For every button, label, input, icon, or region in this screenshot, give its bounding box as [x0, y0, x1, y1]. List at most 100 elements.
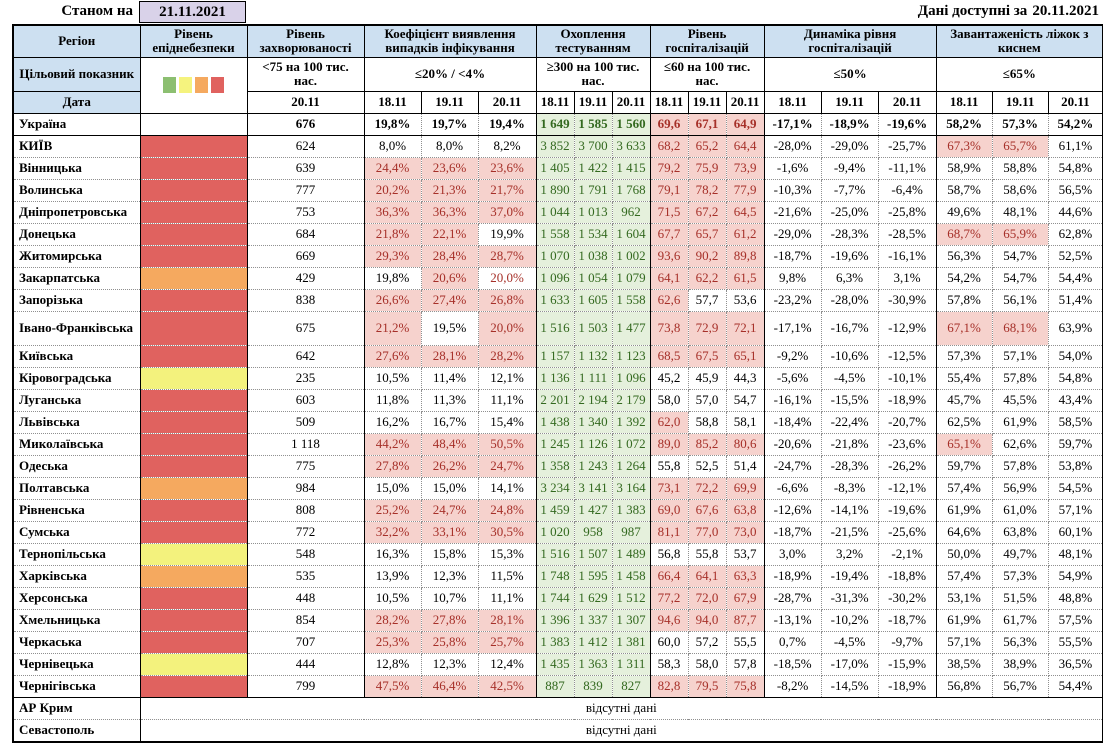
region-name-cell: Севастополь: [13, 718, 141, 742]
dynamics-cell: -14,1%: [820, 498, 879, 522]
detection-cell: 16,2%: [363, 410, 422, 434]
detection-cell: 15,4%: [477, 410, 537, 434]
dynamics-cell: -17,1%: [763, 310, 822, 346]
epidemic-level-cell: [139, 586, 248, 610]
epidemic-level-cell: [139, 310, 248, 346]
region-name-cell: Київська: [13, 344, 141, 368]
testing-cell: 1 383: [611, 498, 651, 522]
testing-cell: 1 459: [535, 498, 575, 522]
testing-cell: 1 358: [535, 454, 575, 478]
region-row: Сумська 772 32,2% 33,1% 30,5% 1 020 958 987 81,1…: [13, 520, 1103, 544]
detection-cell: 20,0%: [477, 310, 537, 346]
hospital-cell: 69,9: [725, 476, 765, 500]
hospital-cell: 57,7: [687, 288, 727, 312]
hospital-cell: 62,6: [649, 288, 689, 312]
oxygen-cell: 57,8%: [991, 366, 1049, 390]
detection-cell: 19,8%: [363, 112, 422, 136]
hospital-cell: 55,5: [725, 630, 765, 654]
region-name-cell: Волинська: [13, 178, 141, 202]
target-hospitalization: ≤60 на 100 тис. нас.: [649, 56, 765, 92]
detection-cell: 19,5%: [420, 310, 479, 346]
region-name-cell: Хмельницька: [13, 608, 141, 632]
hospital-cell: 57,2: [687, 630, 727, 654]
hospital-cell: 53,7: [725, 542, 765, 566]
group-hospitalization-dynamics: Динаміка рівня госпіталізацій: [763, 24, 937, 58]
target-incidence: <75 на 100 тис. нас.: [246, 56, 365, 92]
testing-cell: 1 340: [573, 410, 613, 434]
hospital-cell: 51,4: [725, 454, 765, 478]
region-row: Одеська 775 27,8% 26,2% 24,7% 1 358 1 243 1 264…: [13, 454, 1103, 478]
testing-cell: 1 791: [573, 178, 613, 202]
oxygen-cell: 44,6%: [1047, 200, 1103, 224]
testing-cell: 2 179: [611, 388, 651, 412]
hospital-cell: 55,8: [649, 454, 689, 478]
oxygen-cell: 61,1%: [1047, 134, 1103, 158]
testing-cell: 1 044: [535, 200, 575, 224]
oxygen-cell: 54,5%: [1047, 476, 1103, 500]
detection-cell: 15,3%: [477, 542, 537, 566]
incidence-cell: 775: [246, 454, 365, 478]
testing-cell: 1 633: [535, 288, 575, 312]
hospital-cell: 52,5: [687, 454, 727, 478]
region-row: Рівненська 808 25,2% 24,7% 24,8% 1 459 1 427 1 …: [13, 498, 1103, 522]
incidence-cell: 448: [246, 586, 365, 610]
header-target-row: Цільовий показник <75 на 100 тис. нас. ≤…: [12, 56, 1103, 114]
detection-cell: 21,7%: [477, 178, 537, 202]
dynamics-cell: -18,9%: [877, 674, 937, 698]
incidence-cell: 429: [246, 266, 365, 290]
dynamics-cell: -18,9%: [877, 388, 937, 412]
date-cell: 19.11: [687, 90, 727, 114]
oxygen-cell: 50,0%: [935, 542, 993, 566]
detection-cell: 24,4%: [363, 156, 422, 180]
legend-orange-square: [195, 77, 208, 93]
detection-cell: 25,3%: [363, 630, 422, 654]
region-name-cell: Полтавська: [13, 476, 141, 500]
region-name-cell: Україна: [13, 112, 141, 136]
date-cell: 19.11: [991, 90, 1049, 114]
hospital-cell: 63,8: [725, 498, 765, 522]
testing-cell: 1 768: [611, 178, 651, 202]
region-name-cell: Черкаська: [13, 630, 141, 654]
dynamics-cell: -18,7%: [763, 520, 822, 544]
oxygen-cell: 43,4%: [1047, 388, 1103, 412]
hospital-cell: 45,9: [687, 366, 727, 390]
testing-cell: 1 558: [535, 222, 575, 246]
table-body: Україна 676 19,8% 19,7% 19,4% 1 649 1 585 1 560…: [13, 112, 1103, 742]
region-row: Івано-Франківська 675 21,2% 19,5% 20,0% 1 516…: [13, 310, 1103, 346]
incidence-cell: 639: [246, 156, 365, 180]
testing-cell: 1 435: [535, 652, 575, 676]
hospital-cell: 73,1: [649, 476, 689, 500]
epidemic-level-cell: [139, 498, 248, 522]
testing-cell: 1 604: [611, 222, 651, 246]
testing-cell: 1 072: [611, 432, 651, 456]
detection-cell: 16,3%: [363, 542, 422, 566]
region-name-cell: Рівненська: [13, 498, 141, 522]
hospital-cell: 72,1: [725, 310, 765, 346]
dynamics-cell: -23,2%: [763, 288, 822, 312]
oxygen-cell: 57,5%: [1047, 608, 1103, 632]
target-detection: ≤20% / <4%: [363, 56, 537, 92]
oxygen-cell: 54,7%: [991, 244, 1049, 268]
oxygen-cell: 58,5%: [1047, 410, 1103, 434]
region-name-cell: Харківська: [13, 564, 141, 588]
oxygen-cell: 56,1%: [991, 288, 1049, 312]
hospital-cell: 73,0: [725, 520, 765, 544]
testing-cell: 3 852: [535, 134, 575, 158]
dynamics-cell: -19,6%: [820, 244, 879, 268]
region-row: Житомирська 669 29,3% 28,4% 28,7% 1 070 1 038 1…: [13, 244, 1103, 268]
detection-cell: 15,0%: [363, 476, 422, 500]
detection-cell: 27,8%: [420, 608, 479, 632]
dynamics-cell: -28,3%: [820, 222, 879, 246]
incidence-cell: 535: [246, 564, 365, 588]
testing-cell: 3 633: [611, 134, 651, 158]
hospital-cell: 61,2: [725, 222, 765, 246]
epidemic-level-cell: [139, 134, 248, 158]
incidence-cell: 799: [246, 674, 365, 698]
testing-cell: 1 744: [535, 586, 575, 610]
region-row: Донецька 684 21,8% 22,1% 19,9% 1 558 1 534 1 60…: [13, 222, 1103, 246]
dynamics-cell: 9,8%: [763, 266, 822, 290]
dynamics-cell: 3,1%: [877, 266, 937, 290]
oxygen-cell: 57,1%: [935, 630, 993, 654]
testing-cell: 1 096: [611, 366, 651, 390]
dynamics-cell: -5,6%: [763, 366, 822, 390]
